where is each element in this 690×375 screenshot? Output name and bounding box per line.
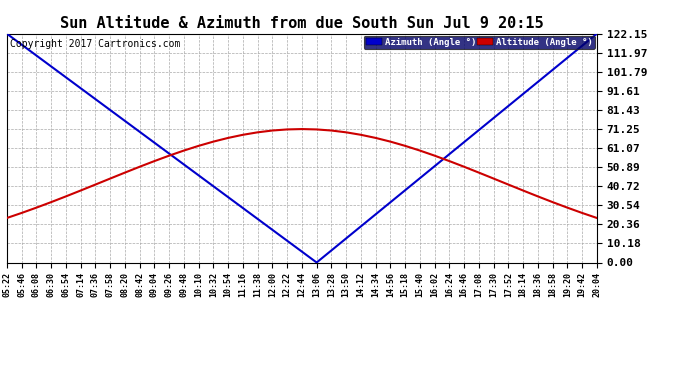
Title: Sun Altitude & Azimuth from due South Sun Jul 9 20:15: Sun Altitude & Azimuth from due South Su… (60, 16, 544, 31)
Legend: Azimuth (Angle °), Altitude (Angle °): Azimuth (Angle °), Altitude (Angle °) (364, 36, 595, 49)
Text: Copyright 2017 Cartronics.com: Copyright 2017 Cartronics.com (10, 39, 180, 50)
